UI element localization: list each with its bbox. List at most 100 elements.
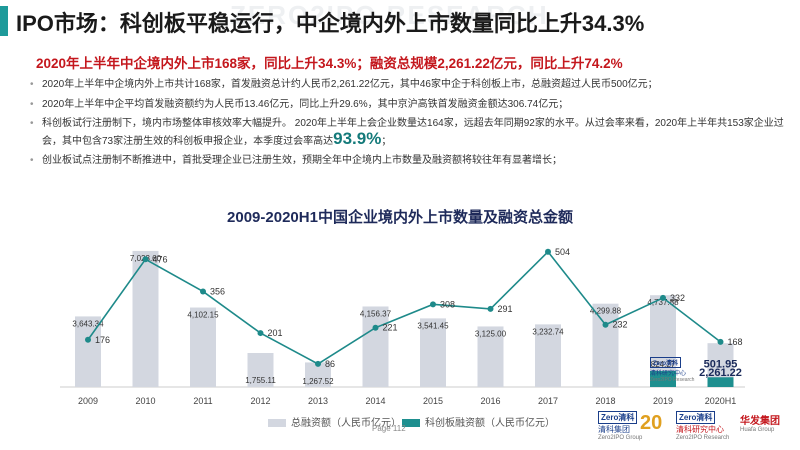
bullet-item-3-end: ； [381,135,392,147]
point-listing-count [430,301,436,308]
bullet-item-3: 科创板试行注册制下，境内市场整体审核效率大幅提升。 2020年上半年上会企业数量… [30,117,790,149]
point-listing-count [660,294,666,301]
point-listing-count [142,256,149,263]
title-accent [0,6,8,36]
bar-total-2014 [362,306,389,387]
point-listing-label: 291 [498,304,513,314]
bullet-item-3-text: 科创板试行注册制下，境内市场整体审核效率大幅提升。 2020年上半年上会企业数量… [42,118,784,147]
bar-star-2019 [650,371,676,387]
bar-total-label: 4,102.15 [187,311,219,320]
watermark: ZERO2IPO RESEARCH [230,0,549,30]
line-listing-count [87,250,721,365]
legend-star-label: 科创板融资额（人民币亿元） [425,418,555,429]
bar-total-2015 [420,318,446,387]
point-listing-count [257,330,264,337]
legend-total-label: 总融资额（人民币亿元） [291,418,401,429]
chart-badge-logo: Zero清科 清科研究中心 Zero2IPO Research [650,357,694,383]
summary-line: 2020年上半年中企境内外上市168家，同比上升34.3%；融资总规模2,261… [36,52,623,72]
x-tick-label: 2020H1 [705,396,737,406]
point-listing-count [487,305,494,312]
point-listing-label: 221 [383,323,398,333]
x-tick-label: 2012 [250,396,270,406]
zero2ipo-logo-mark: Zero清科 [598,411,638,424]
bar-star-2020H1 [707,377,734,387]
point-listing-count [85,336,91,343]
summary-part-4: 同比上升74.2% [530,56,623,71]
x-tick-label: 2019 [653,396,673,406]
point-listing-count [200,288,206,295]
point-listing-label: 504 [555,247,570,257]
point-listing-count [315,360,321,367]
bar-total-label: 4,737.88 [647,298,679,307]
point-listing-label: 201 [268,328,283,338]
bar-total-label: 1,755.11 [245,376,276,385]
legend-total: 总融资额（人民币亿元） [268,414,401,429]
x-tick-label: 2017 [538,396,558,406]
research-center-en: Zero2IPO Research [676,435,730,441]
page-title: IPO市场：科创板平稳运行，中企境内外上市数量同比上升34.3% [16,11,645,36]
point-listing-count [372,324,379,331]
bar-star-label: 501.95 [704,358,738,370]
pass-rate-value: 93.9% [333,128,382,148]
point-listing-count [717,338,724,345]
bar-total-label: 4,299.88 [590,307,622,316]
bar-total-2017 [535,324,561,387]
research-center-name: 清科研究中心 [676,425,724,434]
zero2ipo-group-name: 清科集团 [598,425,630,434]
x-tick-label: 2009 [78,396,98,406]
x-tick-label: 2011 [193,396,212,406]
bar-total-label: 1,267.52 [302,377,334,386]
bar-total-label: 4,156.37 [360,309,392,318]
point-listing-count [602,321,609,328]
anniversary-20-logo: 20 [640,412,663,434]
chart-title: 2009-2020H1中国企业境内外上市数量及融资总金额 [227,209,573,226]
zero2ipo-group-en: Zero2IPO Group [598,435,643,441]
legend-star: 科创板融资额（人民币亿元） [402,414,555,429]
zero2ipo-group-logo: Zero清科 清科集团 Zero2IPO Group [598,411,642,441]
bar-total-label: 3,125.00 [475,329,507,338]
bar-star-label: 824.27 [651,360,676,369]
bar-total-2018 [592,303,619,387]
point-listing-count [545,248,551,255]
point-listing-label: 476 [153,254,168,264]
legend-total-swatch [268,419,286,428]
bar-total-label: 3,541.45 [417,321,449,330]
huafa-logo: 华发集团 Huafa Group [740,412,780,433]
bar-total-label: 2,261.22 [699,367,742,379]
point-listing-label: 176 [95,335,110,345]
point-listing-label: 308 [440,299,455,309]
bar-total-2012 [247,352,274,387]
page-number: Page 112 [372,424,406,433]
summary-part-3: 融资总规模2,261.22亿元， [369,56,531,71]
legend-star-swatch [402,419,420,428]
bar-total-2010 [132,250,159,387]
badge-research-en: Zero2IPO Research [650,377,695,383]
badge-logo-mark: Zero清科 [650,357,682,368]
bullet-item-1: 2020年上半年中企境内外上市共计168家，首发融资总计约人民币2,261.22… [30,78,790,93]
x-tick-label: 2010 [135,396,155,406]
point-listing-label: 232 [613,320,628,330]
point-listing-label: 168 [728,337,743,347]
bar-total-2016 [477,326,504,387]
x-tick-label: 2013 [308,396,328,406]
point-listing-label: 356 [210,286,225,296]
research-logo-mark: Zero清科 [676,411,716,424]
point-listing-label: 332 [670,293,685,303]
bar-total-label: 3,232.74 [532,327,564,336]
x-tick-label: 2014 [365,396,385,406]
summary-part-1: 2020年上半年中企境内外上市168家， [36,56,265,71]
x-tick-label: 2015 [423,396,443,406]
bullet-item-2: 2020年上半年中企平均首发融资额约为人民币13.46亿元，同比上升29.6%，… [30,98,790,113]
huafa-en: Huafa Group [740,427,775,433]
huafa-name: 华发集团 [740,416,780,427]
title-bar: ZERO2IPO RESEARCH IPO市场：科创板平稳运行，中企境内外上市数… [0,0,800,42]
summary-part-2: 同比上升34.3%； [264,56,370,71]
x-tick-label: 2018 [595,396,615,406]
bar-total-label: 3,643.34 [72,319,104,328]
bullet-item-4: 创业板试点注册制不断推进中，首批受理企业已注册生效，预期全年中企境内上市数量及融… [30,154,790,169]
bullet-list: 2020年上半年中企境内外上市共计168家，首发融资总计约人民币2,261.22… [30,78,790,174]
bar-total-2011 [190,307,216,387]
x-tick-label: 2016 [480,396,500,406]
badge-research-name: 清科研究中心 [650,371,687,377]
